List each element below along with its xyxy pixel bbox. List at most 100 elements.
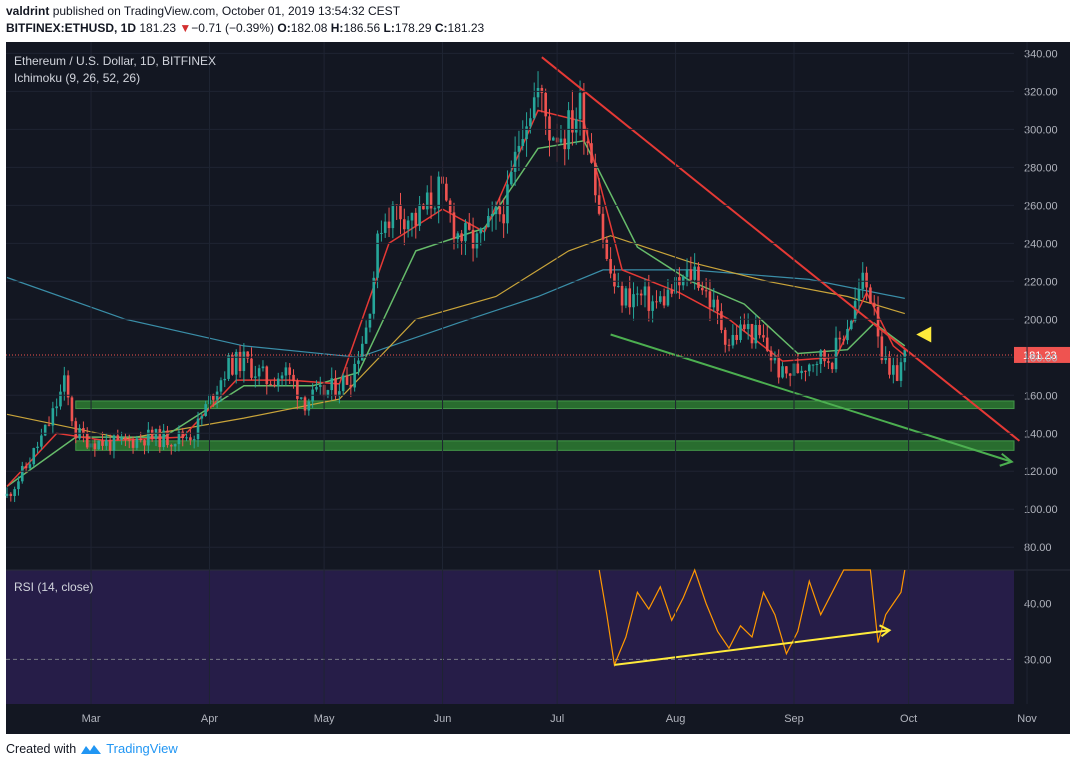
- rsi-label: RSI (14, close): [14, 580, 93, 594]
- candle-body: [131, 439, 135, 448]
- candle-body: [353, 363, 356, 388]
- candle-body: [280, 375, 284, 379]
- candle-body: [299, 397, 303, 399]
- candle-body: [318, 384, 322, 387]
- candle-body: [425, 192, 429, 210]
- price-tick-label: 240.00: [1024, 238, 1058, 250]
- candle-body: [448, 200, 452, 213]
- candle-body: [578, 93, 582, 120]
- candle-body: [227, 355, 230, 379]
- candle-body: [349, 384, 353, 388]
- candle-body: [410, 212, 414, 221]
- candle-body: [811, 364, 815, 366]
- candle-body: [414, 212, 418, 226]
- tradingview-logo-icon[interactable]: [80, 743, 102, 755]
- candle-body: [594, 162, 597, 196]
- candle-body: [643, 286, 647, 296]
- candle-body: [246, 351, 249, 359]
- candle-body: [391, 204, 395, 229]
- candle-body: [269, 384, 272, 386]
- candle-body: [769, 350, 773, 361]
- candle-body: [624, 288, 628, 306]
- time-tick-label: Jul: [550, 713, 564, 725]
- candle-body: [59, 391, 62, 407]
- candle-body: [154, 429, 158, 440]
- candle-body: [219, 380, 223, 392]
- last-price-label: 181.23: [1023, 350, 1057, 362]
- candle-body: [105, 439, 108, 446]
- candle-body: [460, 233, 463, 242]
- candle-body: [838, 337, 842, 340]
- candle-body: [452, 212, 456, 240]
- candle-body: [372, 277, 376, 314]
- candle-body: [338, 391, 341, 397]
- candle-body: [548, 116, 551, 141]
- candle-body: [540, 88, 544, 93]
- candle-body: [658, 296, 662, 302]
- candle-body: [800, 370, 803, 374]
- candle-body: [32, 448, 36, 465]
- candle-body: [265, 366, 269, 385]
- price-tick-label: 340.00: [1024, 48, 1058, 60]
- candle-body: [276, 378, 280, 387]
- candle-body: [303, 397, 307, 411]
- candle-body: [876, 306, 880, 337]
- candle-body: [513, 151, 517, 172]
- candle-body: [616, 285, 620, 287]
- close-label: C:: [434, 21, 448, 35]
- tradingview-brand[interactable]: TradingView: [106, 741, 178, 756]
- candle-body: [5, 493, 9, 496]
- candle-body: [40, 435, 43, 447]
- price-tick-label: 320.00: [1024, 86, 1058, 98]
- candle-body: [494, 206, 498, 215]
- candle-body: [521, 139, 525, 146]
- time-axis[interactable]: [6, 704, 1070, 734]
- candle-body: [234, 351, 238, 375]
- candle-body: [517, 145, 521, 152]
- price-axis[interactable]: [1014, 42, 1070, 704]
- candle-body: [498, 206, 502, 215]
- candle-body: [433, 208, 437, 210]
- candle-body: [169, 445, 173, 447]
- price-tick-label: 280.00: [1024, 162, 1058, 174]
- candle-body: [827, 361, 830, 363]
- candle-body: [51, 408, 55, 426]
- support-zone: [75, 440, 1015, 451]
- candle-body: [108, 439, 112, 451]
- candle-body: [590, 143, 593, 163]
- candle-body: [502, 214, 505, 224]
- candle-body: [613, 273, 616, 287]
- close-value: 181.23: [447, 21, 485, 35]
- candle-body: [192, 439, 196, 441]
- time-tick-label: Mar: [82, 713, 101, 725]
- candle-body: [529, 118, 532, 127]
- time-tick-label: Nov: [1017, 713, 1037, 725]
- indicator-label: Ichimoku (9, 26, 52, 26): [14, 71, 140, 85]
- candle-body: [93, 443, 97, 450]
- author-name[interactable]: valdrint: [6, 4, 50, 18]
- candle-body: [212, 394, 215, 400]
- candle-body: [479, 228, 483, 234]
- candle-body: [376, 233, 379, 278]
- candle-body: [341, 375, 345, 392]
- candle-body: [17, 481, 20, 490]
- candle-body: [55, 406, 58, 409]
- candle-body: [307, 401, 311, 411]
- candle-body: [693, 266, 696, 280]
- candle-body: [685, 269, 689, 277]
- candle-body: [9, 493, 13, 497]
- candle-body: [872, 302, 876, 307]
- candle-body: [639, 293, 643, 296]
- time-tick-label: Sep: [784, 713, 804, 725]
- candle-body: [888, 356, 891, 375]
- candle-body: [326, 390, 330, 397]
- time-tick-label: Apr: [201, 713, 218, 725]
- candle-body: [181, 431, 185, 439]
- candle-body: [830, 362, 834, 370]
- candle-body: [13, 489, 16, 497]
- candle-body: [189, 437, 192, 441]
- candle-body: [445, 183, 448, 201]
- candle-body: [785, 366, 788, 374]
- rsi-arrowhead: [879, 624, 892, 638]
